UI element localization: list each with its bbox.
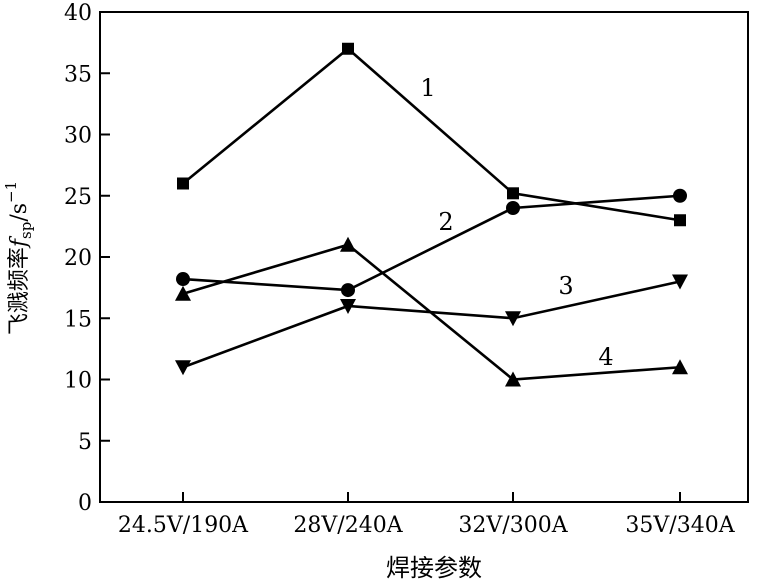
series-1-marker: [674, 214, 686, 227]
series-2-marker: [176, 272, 190, 287]
series-1-label: 1: [420, 74, 435, 102]
x-tick-label: 32V/300A: [458, 513, 568, 538]
series-2-marker: [673, 188, 687, 203]
y-axis-title-subscript: sp: [17, 222, 35, 239]
x-tick-label: 24.5V/190A: [118, 513, 249, 538]
x-axis-ticks: 24.5V/190A 28V/240A 32V/300A 35V/340A: [118, 492, 736, 538]
series-4-label: 4: [598, 343, 613, 371]
y-tick-label: 25: [64, 185, 92, 210]
series-3-marker: [505, 311, 521, 327]
series-4-marker: [340, 236, 356, 252]
series-2-marker: [341, 283, 355, 298]
y-tick-label: 15: [64, 307, 92, 332]
series-1-marker: [342, 42, 354, 55]
y-tick-label: 35: [64, 62, 92, 87]
y-axis-title-unit-exponent: −1: [2, 181, 20, 203]
y-tick-label: 20: [64, 246, 92, 271]
y-axis-title-text: 飞溅频率: [7, 247, 32, 335]
series-1-line: [182, 47, 681, 222]
x-tick-label: 35V/340A: [625, 513, 735, 538]
series-lines: [182, 47, 681, 381]
series-3-marker: [175, 360, 191, 376]
x-axis-title: 焊接参数: [386, 554, 482, 582]
y-tick-label: 10: [64, 369, 92, 394]
y-axis-ticks: 0 5 10 15 20 25 30 35 40: [64, 1, 110, 516]
series-2-marker: [506, 201, 520, 215]
series-markers: [175, 42, 688, 387]
series-1-marker: [507, 187, 519, 200]
y-axis-title: 飞溅频率fsp/s−1: [2, 181, 35, 335]
series-4-marker: [505, 371, 521, 387]
y-tick-label: 40: [64, 1, 92, 26]
series-3-label: 3: [558, 272, 573, 300]
series-4-line: [182, 243, 681, 381]
y-tick-label: 30: [64, 124, 92, 149]
y-tick-label: 0: [78, 491, 92, 516]
series-4-marker: [175, 285, 191, 301]
series-2-line: [182, 194, 681, 292]
series-3-marker: [672, 274, 688, 290]
series-4-marker: [672, 359, 688, 375]
series-2-label: 2: [438, 208, 453, 236]
series-labels: 1 2 3 4: [420, 74, 613, 371]
series-1-marker: [177, 177, 189, 190]
x-tick-label: 28V/240A: [293, 513, 403, 538]
y-tick-label: 5: [78, 430, 92, 455]
series-3-marker: [340, 299, 356, 314]
y-axis-title-unit: /s: [7, 203, 32, 222]
